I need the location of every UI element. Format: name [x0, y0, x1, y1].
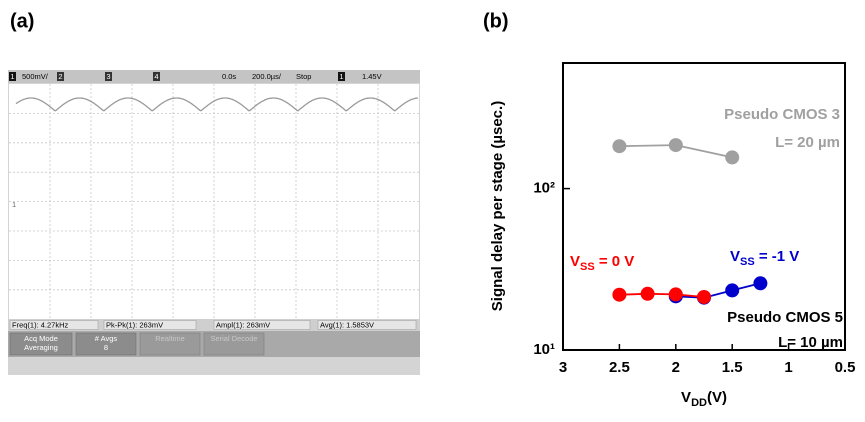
ground-marker: 1 — [12, 200, 16, 209]
softkey-label: Averaging — [24, 343, 58, 352]
softkey-label: Serial Decode — [210, 334, 257, 343]
x-tick-label: 2 — [672, 359, 680, 376]
annotation: L= 10 µm — [778, 334, 843, 351]
y-tick-label: 10¹ — [533, 341, 555, 358]
softkey-label: 8 — [104, 343, 108, 352]
scope-header — [8, 70, 420, 83]
header-text: 0.0s — [222, 72, 236, 81]
x-tick-label: 0.5 — [835, 359, 856, 376]
oscilloscope: 1 500mV/ 2 3 4 0.0s 200.0µs/ Stop 1 1.45… — [8, 70, 420, 375]
header-text: Stop — [296, 72, 311, 81]
measurement: Avg(1): 1.5853V — [320, 320, 374, 329]
series-label: VSS = -1 V — [730, 248, 799, 268]
data-point — [725, 283, 739, 297]
annotation: L= 20 µm — [775, 134, 840, 151]
x-tick-label: 2.5 — [609, 359, 630, 376]
header-text: 3 — [106, 72, 110, 81]
data-point — [753, 276, 767, 290]
header-text: 2 — [58, 72, 62, 81]
measurement: Freq(1): 4.27kHz — [12, 320, 69, 329]
softkey-label: Acq Mode — [24, 334, 58, 343]
measurement: Pk-Pk(1): 263mV — [106, 320, 163, 329]
panel-label: (a) — [10, 10, 34, 32]
page: (a) (b) 1 500mV/ 2 3 4 0.0s 200.0µs/ Sto… — [0, 0, 865, 422]
softkey-label: Realtime — [155, 334, 185, 343]
y-tick-label: 10² — [533, 180, 555, 197]
x-axis-label: VDD(V) — [681, 389, 727, 409]
series-label: Pseudo CMOS 3 — [724, 106, 840, 123]
softkey-label: # Avgs — [95, 334, 118, 343]
measurement: Ampl(1): 263mV — [216, 320, 270, 329]
data-point — [725, 150, 739, 164]
x-tick-label: 1.5 — [722, 359, 743, 376]
x-tick-label: 3 — [559, 359, 567, 376]
data-point — [669, 287, 683, 301]
chart: Signal delay per stage (µsec.) VDD(V) 3 2… — [489, 63, 855, 409]
header-text: 1 — [10, 72, 14, 81]
data-point — [612, 288, 626, 302]
header-text: 1 — [339, 72, 343, 81]
data-point — [612, 139, 626, 153]
header-text: 500mV/ — [22, 72, 49, 81]
panel-label: (b) — [483, 10, 509, 32]
series-label: VSS = 0 V — [570, 253, 634, 273]
y-axis-label: Signal delay per stage (µsec.) — [489, 101, 506, 311]
annotation: Pseudo CMOS 5 — [727, 309, 843, 326]
data-point — [669, 138, 683, 152]
data-point — [697, 290, 711, 304]
data-point — [641, 287, 655, 301]
header-text: 200.0µs/ — [252, 72, 282, 81]
series-line — [619, 294, 704, 297]
x-tick-label: 1 — [784, 359, 792, 376]
figure: (a) (b) 1 500mV/ 2 3 4 0.0s 200.0µs/ Sto… — [0, 0, 865, 417]
header-text: 4 — [154, 72, 158, 81]
header-text: 1.45V — [362, 72, 382, 81]
